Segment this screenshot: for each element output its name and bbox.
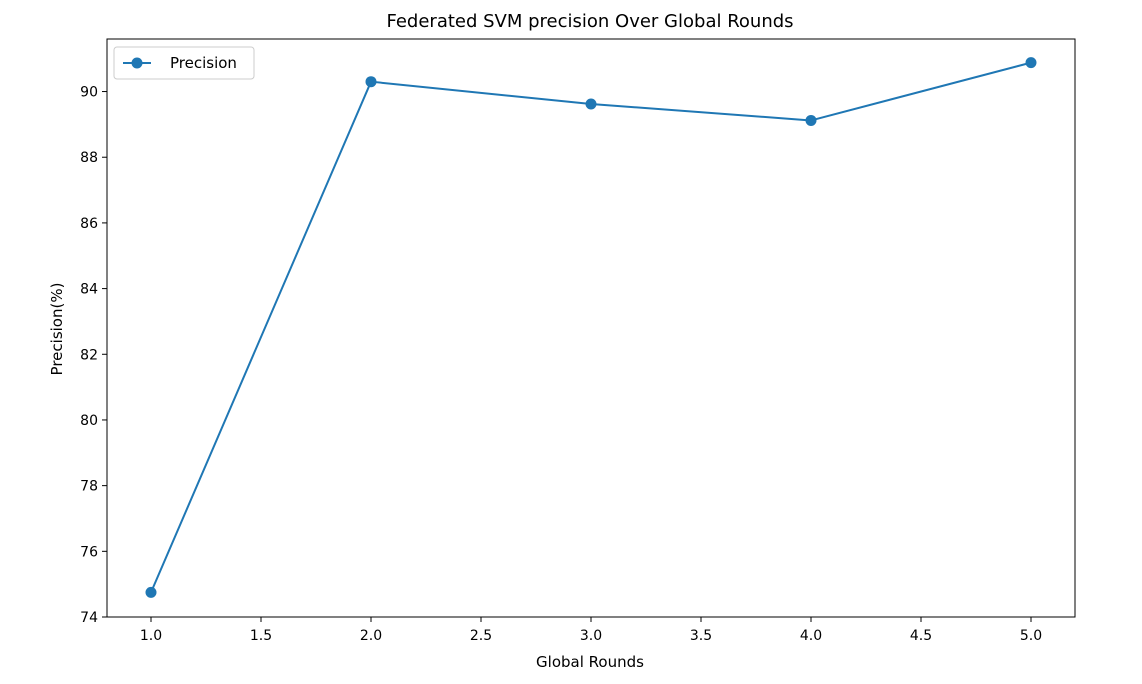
y-tick-label: 86 [80,216,98,232]
legend: Precision [113,46,255,80]
data-point [805,114,817,126]
y-axis: 74 76 78 80 82 84 86 88 90 [80,85,107,626]
x-tick-label: 4.5 [910,628,932,644]
chart-title: Federated SVM precision Over Global Roun… [386,11,793,32]
plot-frame [106,38,1076,618]
y-tick-label: 74 [80,610,98,626]
legend-marker [131,57,143,69]
x-axis-label: Global Rounds [536,653,644,671]
x-tick-label: 4.0 [800,628,822,644]
data-point [365,76,377,88]
x-tick-label: 2.5 [470,628,492,644]
data-point [145,586,157,598]
data-point [1025,57,1037,69]
y-tick-label: 76 [80,544,98,560]
x-axis: 1.0 1.5 2.0 2.5 3.0 3.5 4.0 4.5 5.0 [140,617,1042,644]
x-tick-label: 2.0 [360,628,382,644]
y-tick-label: 84 [80,282,98,298]
x-tick-label: 3.0 [580,628,602,644]
y-tick-label: 82 [80,347,98,363]
series-line-precision [150,61,1032,593]
y-tick-label: 78 [80,479,98,495]
x-tick-label: 1.5 [250,628,272,644]
y-tick-label: 90 [80,85,98,101]
x-tick-label: 5.0 [1020,628,1042,644]
x-tick-label: 3.5 [690,628,712,644]
y-tick-label: 80 [80,413,98,429]
y-tick-label: 88 [80,150,98,166]
data-point [585,98,597,110]
legend-label: Precision [170,54,237,72]
series-layer [145,57,1037,598]
x-tick-label: 1.0 [140,628,162,644]
legend-box [113,46,255,80]
y-axis-label: Precision(%) [48,283,66,376]
plot-area-border [106,38,1076,618]
